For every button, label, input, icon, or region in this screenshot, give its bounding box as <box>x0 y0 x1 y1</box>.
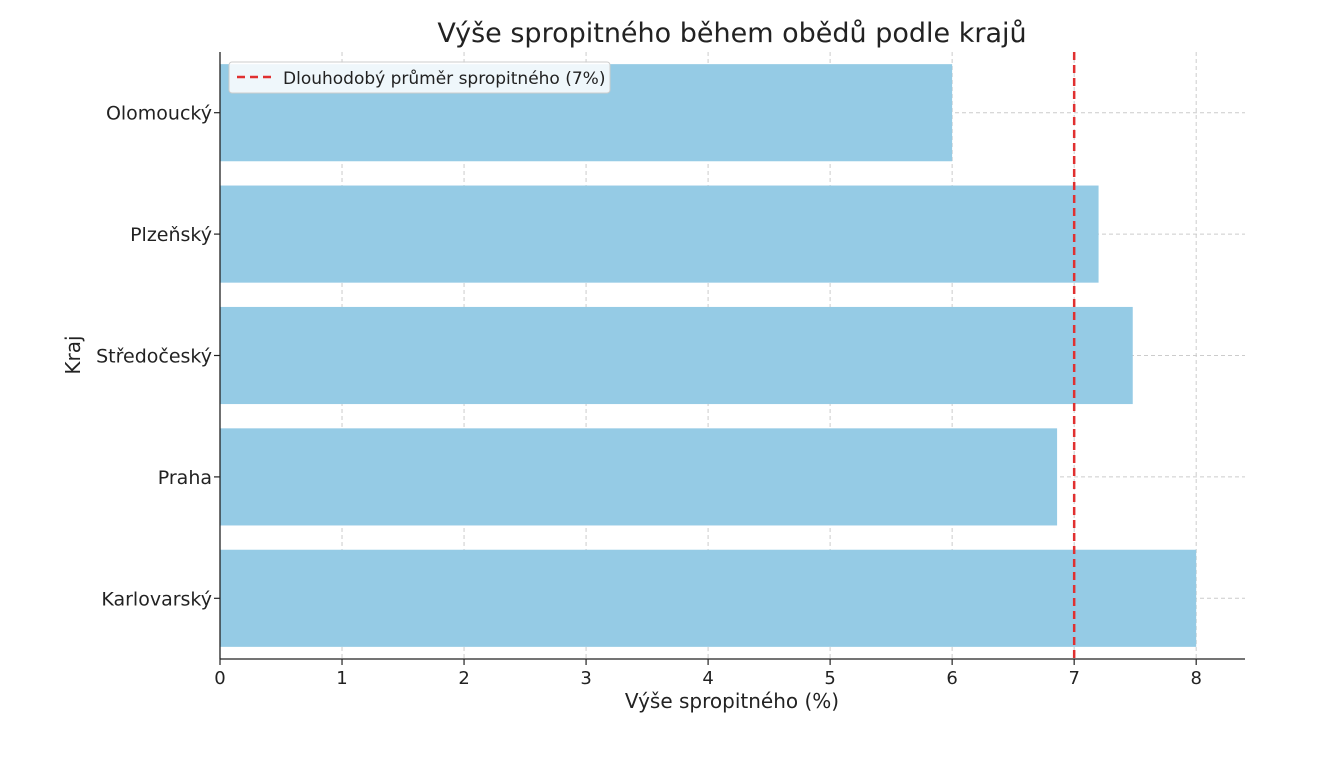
x-tick-label-1: 1 <box>336 668 347 689</box>
x-axis-ticks: 0 1 2 3 4 5 6 7 8 <box>214 659 1202 689</box>
legend: Dlouhodobý průměr spropitného (7%) <box>228 61 611 94</box>
x-tick-label-7: 7 <box>1068 668 1079 689</box>
x-tick-label-2: 2 <box>458 668 469 689</box>
legend-label: Dlouhodobý průměr spropitného (7%) <box>283 69 605 89</box>
y-axis-label: Kraj <box>61 335 85 374</box>
bar-2 <box>220 306 1133 405</box>
y-tick-label-4: Karlovarský <box>101 588 212 610</box>
y-tick-label-0: Olomoucký <box>106 103 212 125</box>
x-tick-label-0: 0 <box>214 668 225 689</box>
bar-4 <box>220 549 1197 647</box>
bar-3 <box>220 428 1058 526</box>
legend-box <box>228 61 611 94</box>
chart-title: Výše spropitného během obědů podle krajů <box>437 18 1026 49</box>
y-tick-label-3: Praha <box>158 467 212 489</box>
y-tick-label-2: Středočeský <box>96 346 212 368</box>
x-tick-label-4: 4 <box>702 668 713 689</box>
y-axis-ticks: Olomoucký Plzeňský Středočeský Praha Karlova… <box>96 103 220 610</box>
y-tick-label-1: Plzeňský <box>130 224 212 246</box>
x-tick-label-6: 6 <box>946 668 957 689</box>
bars <box>220 64 1197 647</box>
x-tick-label-8: 8 <box>1190 668 1201 689</box>
bar-1 <box>220 185 1099 283</box>
x-tick-label-5: 5 <box>824 668 835 689</box>
x-tick-label-3: 3 <box>580 668 591 689</box>
x-axis-label: Výše spropitného (%) <box>625 689 839 713</box>
